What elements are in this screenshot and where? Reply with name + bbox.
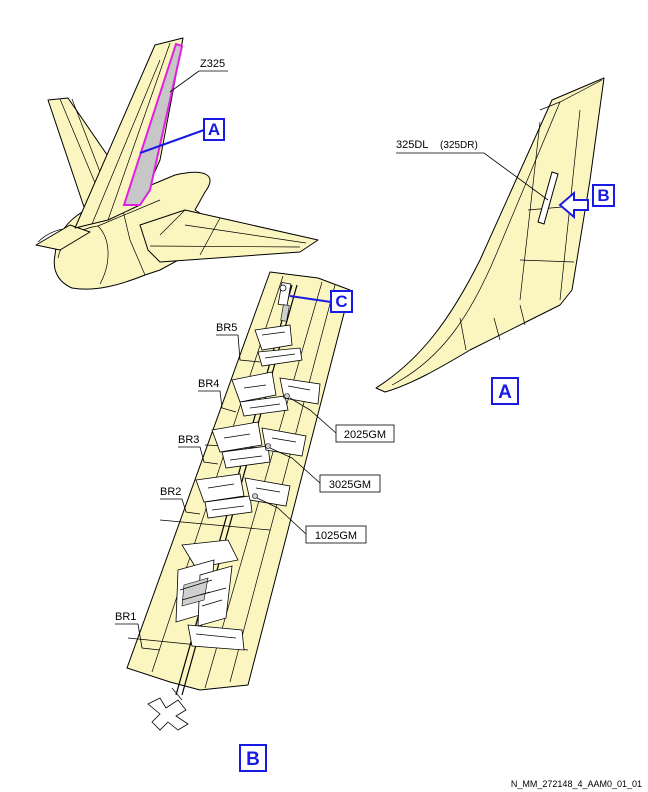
zone-label-group: Z325 (169, 58, 228, 93)
actuator-tag: 1025GM (315, 530, 357, 542)
actuator-tag: 2025GM (344, 429, 386, 441)
access-panel-325dl (537, 171, 559, 225)
actuator-tag: 3025GM (329, 479, 371, 491)
panel-label: 325DL (396, 139, 428, 151)
bracket-label-br3: BR3 (178, 434, 219, 465)
view-b-title-group: B (239, 744, 267, 772)
callout-c: C (289, 290, 353, 313)
bracket-label: BR5 (216, 322, 237, 334)
hinge-br4 (231, 371, 321, 417)
callout-a-overview: A (139, 118, 225, 154)
hinge-br1-fitting (147, 687, 189, 731)
view-a-title-group: A (491, 377, 519, 405)
actuator-tag-3025gm: 3025GM (269, 447, 381, 493)
hinge-br3 (211, 421, 307, 469)
lower-actuator-linkage (175, 539, 245, 651)
bracket-label: BR2 (160, 486, 181, 498)
rudder-highlight (122, 42, 184, 206)
actuator-tag-1025gm: 1025GM (256, 497, 367, 544)
actuator-tag-2025gm: 2025GM (289, 397, 395, 443)
callout-a-label: A (208, 120, 220, 139)
right-horizontal-stabilizer (139, 209, 319, 263)
hinge-br5 (254, 324, 303, 367)
bracket-label: BR1 (115, 611, 136, 623)
bracket-label-br2: BR2 (160, 486, 201, 515)
hinge-br2 (195, 473, 291, 519)
view-b-title: B (246, 749, 260, 770)
callout-b-label: B (597, 186, 609, 205)
bracket-label-br1: BR1 (115, 611, 161, 651)
tail-overview (35, 37, 319, 290)
actuator-c (277, 282, 292, 322)
view-a-rudder (375, 77, 605, 393)
panel-label-group: 325DL (325DR) (396, 139, 549, 201)
bracket-label-br5: BR5 (216, 322, 261, 363)
bracket-label-br4: BR4 (198, 378, 237, 413)
view-b-rudder-section (126, 271, 351, 731)
zone-label: Z325 (200, 58, 225, 70)
figure-reference-code: N_MM_272148_4_AAM0_01_01 (511, 779, 642, 789)
callout-c-label: C (335, 292, 347, 311)
view-direction-arrow (558, 190, 589, 220)
rudder-side-view (375, 77, 605, 393)
bracket-label: BR3 (178, 434, 199, 446)
bracket-label: BR4 (198, 378, 219, 390)
callout-b-view-a: B (558, 184, 615, 220)
panel-label-alt: (325DR) (440, 140, 478, 151)
view-a-title: A (498, 382, 512, 403)
